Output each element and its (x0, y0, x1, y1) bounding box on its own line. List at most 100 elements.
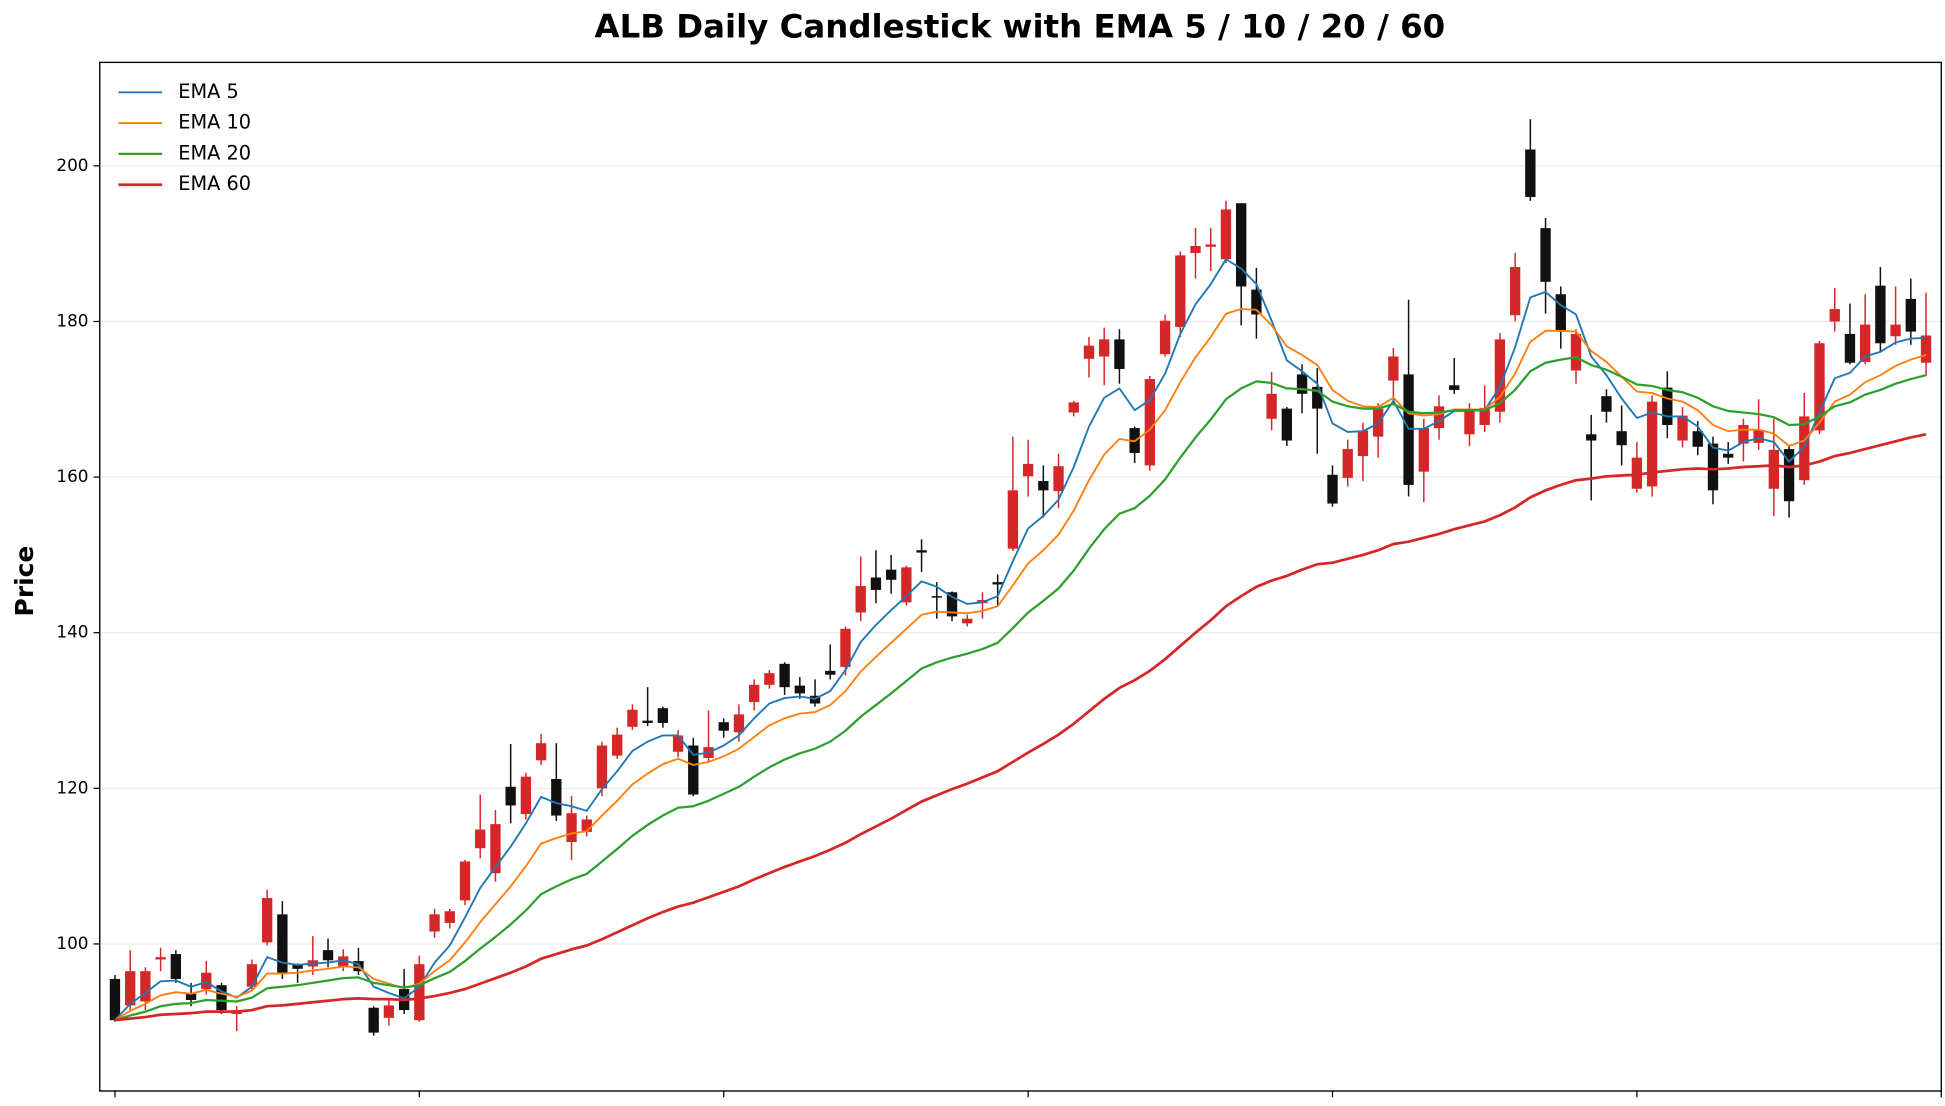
candle-body (1723, 453, 1734, 458)
candle-body (322, 950, 334, 961)
candle-body (140, 971, 151, 1002)
candle-body (216, 985, 227, 1011)
candle-body (1099, 339, 1110, 357)
candle-body (1327, 474, 1338, 504)
candle-body (246, 964, 258, 987)
candle-body (1220, 209, 1232, 260)
candle-body (885, 569, 897, 580)
y-axis-label: Price (10, 546, 39, 617)
ema-line (114, 432, 1927, 1022)
candle-body (1205, 244, 1216, 247)
candle-body (612, 734, 623, 756)
candle-body (931, 596, 942, 598)
candle-body (353, 961, 364, 972)
candle-body (1844, 333, 1856, 363)
candle-body (1570, 333, 1582, 371)
candle-body (201, 972, 212, 990)
candle-body (1266, 393, 1277, 419)
candle-body (1799, 416, 1810, 481)
candle-body (1768, 449, 1780, 489)
candle-body (1144, 379, 1156, 466)
candle-body (1905, 298, 1916, 332)
candle-body (1601, 396, 1612, 412)
candle-body (1281, 408, 1293, 441)
candle-body (1236, 203, 1247, 287)
candle-body (779, 663, 790, 688)
candle-body (1388, 356, 1399, 381)
candle-body (688, 745, 699, 795)
candle-body (1509, 267, 1521, 316)
candle-body (109, 978, 121, 1021)
candle-body (338, 956, 349, 968)
candle-body (520, 776, 532, 814)
candle-body (505, 786, 516, 806)
candle-body (870, 577, 882, 590)
candle-body (444, 911, 455, 923)
candle-body (1357, 430, 1369, 457)
ema-line (114, 356, 1927, 1022)
candle-body (566, 813, 577, 843)
candle-body (596, 745, 608, 789)
candle-body (155, 957, 166, 960)
candle-body (1296, 374, 1308, 394)
candle-body (962, 618, 973, 624)
candle-body (1631, 457, 1643, 489)
candle-body (1114, 339, 1125, 369)
candle-body (1312, 386, 1323, 409)
candle-body (840, 628, 851, 667)
candle-body (475, 829, 486, 849)
y-tick-label: 100 (56, 933, 88, 953)
candle-body (1525, 149, 1536, 197)
candle-body (672, 735, 684, 752)
legend: EMA 5 EMA 10 EMA 20 EMA 60 (118, 80, 251, 195)
candle-body (1464, 410, 1475, 435)
y-tick-label: 180 (56, 310, 88, 330)
y-tick-label: 140 (56, 622, 88, 642)
plot-area (109, 119, 1932, 1036)
candle-body (368, 1007, 379, 1033)
candle-body (1540, 228, 1551, 282)
candle-body (657, 708, 669, 723)
candle-body (535, 743, 547, 761)
candle-body (185, 993, 197, 1000)
candle-body (429, 914, 440, 932)
candle-body (748, 684, 760, 702)
candle-body (733, 714, 745, 733)
candle-body (1692, 431, 1703, 447)
legend-label: EMA 60 (178, 172, 251, 195)
candle-body (642, 720, 653, 723)
candle-body (825, 670, 836, 675)
candle-body (1920, 335, 1932, 363)
candle-body (1677, 415, 1688, 441)
candle-body (551, 778, 562, 816)
candle-body (1555, 294, 1566, 332)
candle-body (1449, 385, 1460, 390)
candle-body (1738, 424, 1749, 444)
candle-body (1783, 449, 1795, 502)
y-tick-label: 160 (56, 466, 88, 486)
candle-body (1175, 255, 1186, 327)
candle-body (1707, 443, 1719, 491)
candle-body (383, 1005, 395, 1018)
candle-body (1251, 289, 1262, 315)
candle-body (1159, 320, 1171, 355)
y-tick-label: 200 (56, 155, 88, 175)
candle-body (1068, 402, 1079, 413)
candle-body (901, 567, 912, 603)
candle-body (1479, 407, 1490, 425)
candle-body (1083, 345, 1095, 359)
legend-label: EMA 5 (178, 80, 239, 103)
candle-body (1494, 339, 1506, 412)
candle-body (946, 592, 958, 617)
ema-line (114, 258, 1927, 1021)
candle-body (1418, 428, 1429, 472)
candle-body (459, 861, 471, 901)
candle-body (627, 709, 638, 727)
candle-body (916, 550, 927, 553)
candle-body (1859, 324, 1871, 362)
candle-body (764, 673, 775, 685)
candle-body (1053, 466, 1064, 492)
candle-body (1433, 406, 1445, 429)
